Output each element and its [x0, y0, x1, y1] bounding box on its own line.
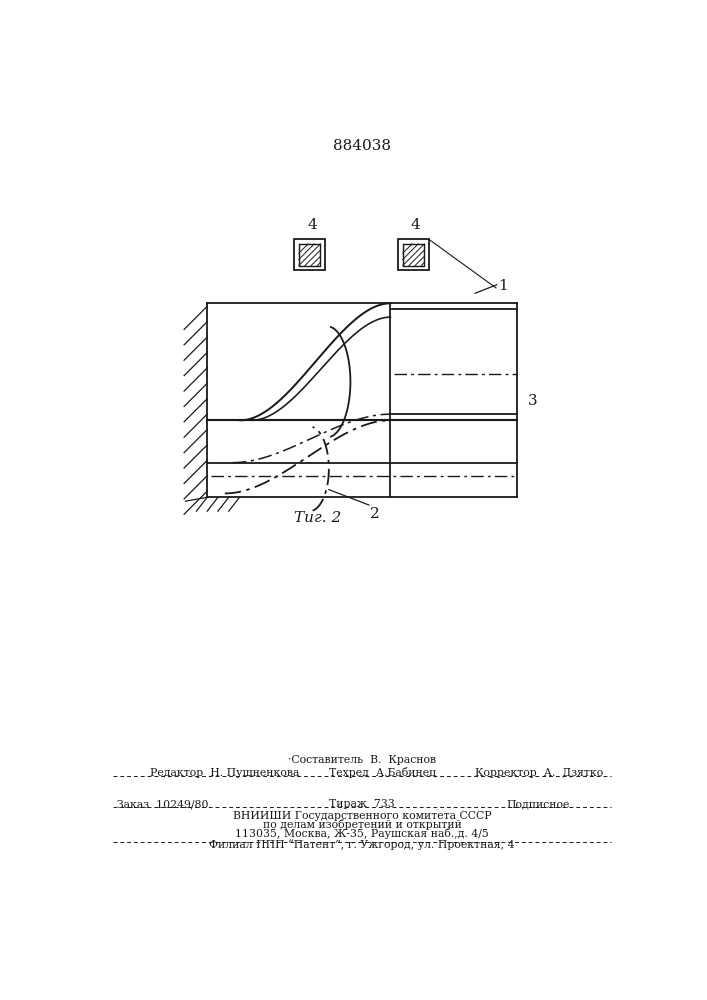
Text: по делам изобретений и открытий: по делам изобретений и открытий: [262, 819, 462, 830]
Text: Филиал ППП “Патент”, г. Ужгород, ул. Проектная, 4: Филиал ППП “Патент”, г. Ужгород, ул. Про…: [209, 839, 515, 850]
Text: Заказ  10249/80: Заказ 10249/80: [117, 799, 209, 809]
Bar: [294, 239, 325, 270]
Text: 884038: 884038: [333, 139, 391, 153]
Text: 4: 4: [307, 218, 317, 232]
Text: 3: 3: [527, 394, 537, 408]
Text: 4: 4: [411, 218, 421, 232]
Text: 1: 1: [498, 279, 508, 293]
Text: 2: 2: [370, 507, 380, 521]
Text: Подписное: Подписное: [506, 799, 569, 809]
Text: Техред  А.Бабинец: Техред А.Бабинец: [329, 767, 436, 778]
Bar: [299, 244, 320, 266]
Text: ·Составитель  В.  Краснов: ·Составитель В. Краснов: [288, 755, 436, 765]
Text: Корректор  А.  Дзятко: Корректор А. Дзятко: [475, 768, 603, 778]
Text: ВНИИШИ Государственного комитета СССР: ВНИИШИ Государственного комитета СССР: [233, 811, 491, 821]
Text: 113035, Москва, Ж-35, Раушская наб.,д. 4/5: 113035, Москва, Ж-35, Раушская наб.,д. 4…: [235, 828, 489, 839]
Text: Редактор  Н. Пушненкова: Редактор Н. Пушненкова: [150, 768, 300, 778]
Bar: [403, 244, 424, 266]
Text: Τиг. 2: Τиг. 2: [293, 511, 341, 525]
Bar: [398, 239, 429, 270]
Text: Тираж  733: Тираж 733: [329, 799, 395, 809]
